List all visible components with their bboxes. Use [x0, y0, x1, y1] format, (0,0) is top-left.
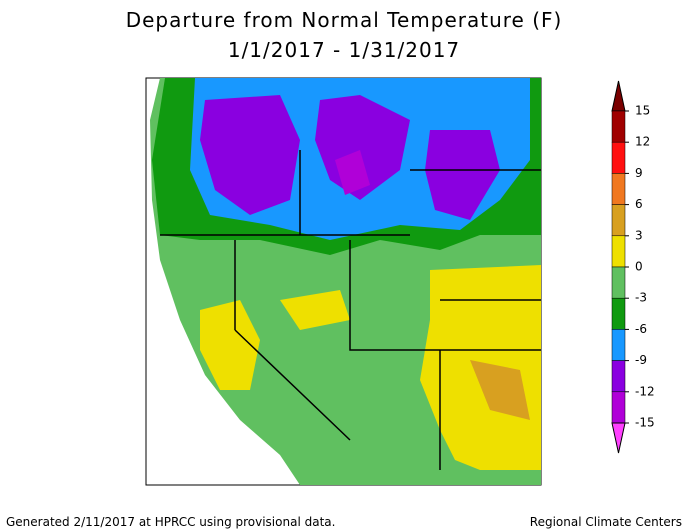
colorbar-tick-label: -3 — [635, 291, 647, 305]
colorbar-segment — [611, 173, 626, 205]
colorbar-tick-label: -12 — [635, 384, 655, 398]
colorbar-tick-label: 0 — [635, 260, 643, 274]
colorbar-segment — [611, 110, 626, 143]
colorbar-tick-label: 9 — [635, 166, 643, 180]
colorbar-segment — [611, 235, 626, 268]
colorbar-tick-label: 6 — [635, 197, 643, 211]
colorbar-tick-label: 12 — [635, 135, 650, 149]
subtitle: 1/1/2017 - 1/31/2017 — [228, 38, 460, 62]
colorbar-segment — [611, 266, 626, 299]
colorbar-segment — [611, 391, 626, 424]
colorbar-tick-label: 15 — [635, 104, 650, 118]
footer-left: Generated 2/11/2017 at HPRCC using provi… — [6, 515, 335, 529]
colorbar: 15 12 9 6 3 0 -3 -6 -9 -12 -15 — [611, 80, 655, 454]
colorbar-tick-label: 3 — [635, 228, 643, 242]
title: Departure from Normal Temperature (F) — [126, 8, 563, 32]
footer-right: Regional Climate Centers — [530, 515, 682, 529]
colorbar-segment — [611, 204, 626, 237]
colorbar-arrow — [611, 422, 626, 454]
colorbar-tick-label: -6 — [635, 322, 647, 336]
colorbar-arrow — [611, 80, 626, 112]
colorbar-tick-label: -15 — [635, 416, 655, 430]
colorbar-segment — [611, 297, 626, 330]
colorbar-segment — [611, 141, 626, 174]
colorbar-segment — [611, 360, 626, 393]
map — [145, 77, 542, 486]
colorbar-segment — [611, 329, 626, 361]
colorbar-tick-label: -9 — [635, 353, 647, 367]
